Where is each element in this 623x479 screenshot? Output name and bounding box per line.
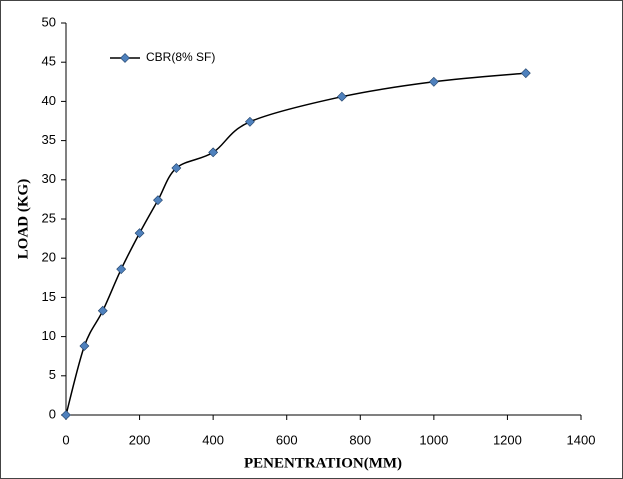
x-tick-label: 1400 <box>567 432 596 447</box>
point-marker <box>245 116 255 127</box>
point-marker <box>520 68 531 79</box>
y-tick-label: 5 <box>49 367 56 382</box>
point-marker <box>171 163 182 173</box>
y-tick-label: 25 <box>42 210 56 225</box>
point-marker <box>116 264 127 275</box>
x-axis-title: PENENTRATION(MM) <box>244 455 402 471</box>
point-marker <box>336 91 347 102</box>
x-tick-label: 800 <box>349 432 371 447</box>
point-marker <box>97 305 108 316</box>
y-tick-label: 45 <box>42 54 56 69</box>
y-tick-label: 0 <box>49 406 56 421</box>
point-marker <box>79 341 90 351</box>
y-tick-label: 10 <box>42 328 56 343</box>
point-marker <box>134 228 145 239</box>
point-marker <box>208 147 219 158</box>
x-tick-label: 0 <box>62 432 69 447</box>
y-tick-label: 15 <box>42 289 56 304</box>
legend-label: CBR(8% SF) <box>146 50 215 64</box>
x-tick-label: 1200 <box>493 432 522 447</box>
x-tick-label: 1000 <box>419 432 448 447</box>
x-tick-label: 600 <box>276 432 298 447</box>
point-marker <box>153 195 163 206</box>
y-tick-label: 40 <box>42 93 56 108</box>
y-tick-label: 35 <box>42 132 56 147</box>
legend-marker <box>120 53 130 63</box>
y-tick-label: 20 <box>42 250 56 265</box>
point-marker <box>428 76 439 87</box>
x-tick-label: 200 <box>129 432 151 447</box>
x-tick-label: 400 <box>202 432 224 447</box>
y-tick-label: 50 <box>42 14 56 29</box>
point-marker <box>61 410 71 420</box>
y-axis-title: LOAD (KG) <box>15 179 31 259</box>
y-tick-label: 30 <box>42 171 56 186</box>
